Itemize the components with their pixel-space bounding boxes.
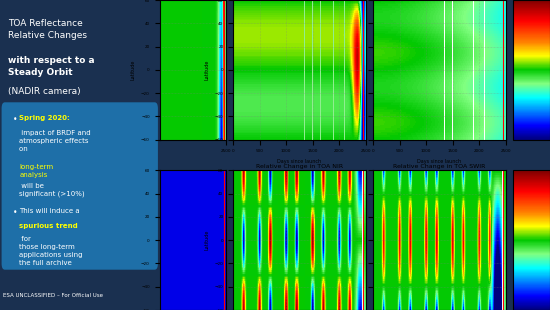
- X-axis label: Days since launch: Days since launch: [277, 159, 322, 164]
- Text: TOA Reflectance
Relative Changes: TOA Reflectance Relative Changes: [8, 19, 87, 53]
- Text: Spring 2020:: Spring 2020:: [19, 115, 70, 121]
- Text: •: •: [13, 208, 20, 217]
- Text: (NADIR camera): (NADIR camera): [8, 87, 81, 96]
- X-axis label: Days since launch: Days since launch: [417, 159, 461, 164]
- FancyBboxPatch shape: [2, 102, 158, 270]
- Y-axis label: Latitude: Latitude: [204, 60, 209, 80]
- Text: with respect to a
Steady Orbit: with respect to a Steady Orbit: [8, 56, 95, 77]
- Text: for
those long-term
applications using
the full archive: for those long-term applications using t…: [19, 236, 82, 266]
- Text: This will induce a: This will induce a: [19, 208, 80, 222]
- Title: Relative Change in TOA NIR: Relative Change in TOA NIR: [256, 164, 343, 169]
- Text: ESA UNCLASSIFIED – For Official Use: ESA UNCLASSIFIED – For Official Use: [3, 293, 103, 298]
- Text: spurious trend: spurious trend: [19, 223, 78, 229]
- Y-axis label: Latitude: Latitude: [204, 230, 209, 250]
- Text: will be
significant (>10%): will be significant (>10%): [19, 183, 85, 197]
- Title: Relative Change in TOA SWIR: Relative Change in TOA SWIR: [393, 164, 486, 169]
- Text: impact of BRDF and
atmospheric effects
on: impact of BRDF and atmospheric effects o…: [19, 130, 91, 152]
- Y-axis label: Latitude: Latitude: [130, 60, 135, 80]
- Text: •: •: [13, 115, 20, 124]
- Text: long-term
analysis: long-term analysis: [19, 164, 53, 178]
